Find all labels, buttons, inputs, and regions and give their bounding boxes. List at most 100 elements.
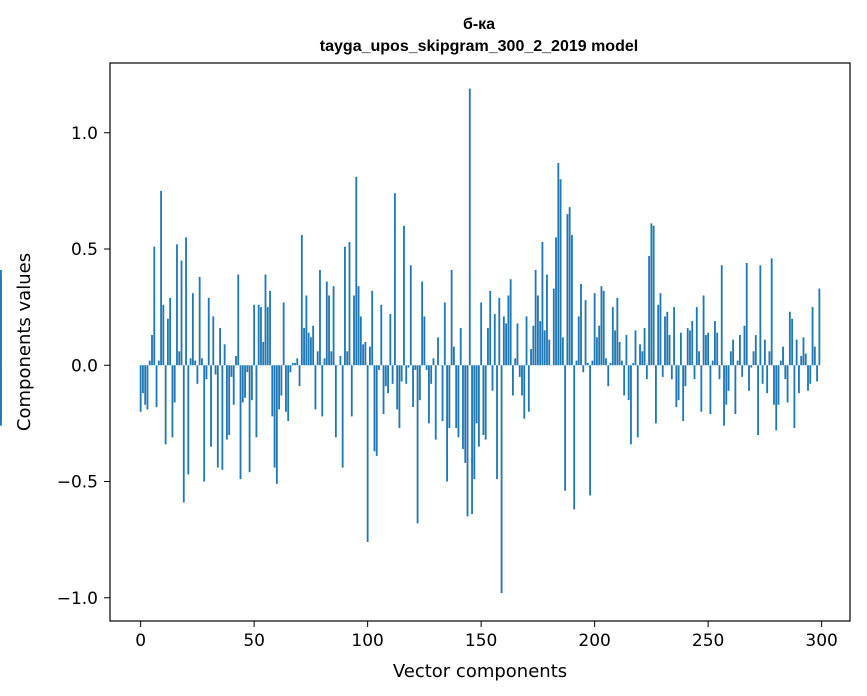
bar bbox=[763, 339, 766, 366]
bar bbox=[273, 365, 276, 468]
bar bbox=[573, 365, 576, 510]
bar bbox=[250, 365, 253, 401]
bar bbox=[813, 346, 816, 366]
bar bbox=[655, 365, 657, 424]
bar bbox=[625, 335, 628, 366]
bar bbox=[187, 365, 190, 475]
bar bbox=[380, 304, 383, 366]
bar bbox=[305, 295, 308, 366]
bar bbox=[246, 365, 249, 373]
bar bbox=[816, 365, 818, 382]
bar bbox=[679, 332, 682, 366]
bar bbox=[407, 365, 410, 368]
bar bbox=[804, 353, 807, 366]
bar bbox=[641, 351, 644, 366]
bar bbox=[675, 365, 678, 408]
bar bbox=[160, 190, 162, 366]
bar bbox=[157, 360, 160, 366]
bar bbox=[657, 304, 660, 366]
bar bbox=[561, 337, 564, 366]
bar bbox=[0, 269, 2, 366]
bar bbox=[477, 365, 480, 447]
bar bbox=[732, 339, 735, 366]
bar bbox=[287, 365, 290, 422]
bar bbox=[571, 235, 573, 366]
bar bbox=[196, 365, 199, 384]
bar bbox=[575, 360, 578, 366]
bar bbox=[698, 351, 700, 366]
bar bbox=[487, 328, 489, 366]
bar bbox=[228, 365, 231, 435]
bar bbox=[689, 330, 691, 366]
bar bbox=[770, 258, 773, 366]
bar bbox=[398, 365, 401, 429]
bar bbox=[468, 88, 471, 366]
bar bbox=[611, 307, 614, 366]
bar bbox=[530, 348, 532, 366]
bar bbox=[225, 365, 228, 440]
bar bbox=[500, 365, 503, 594]
bar bbox=[260, 307, 262, 366]
bar bbox=[341, 365, 344, 468]
bar bbox=[185, 237, 187, 366]
x-tick-label: 300 bbox=[805, 631, 837, 651]
bar bbox=[802, 337, 805, 366]
bar bbox=[443, 302, 446, 366]
bar bbox=[464, 365, 467, 463]
bar bbox=[235, 355, 237, 366]
bar bbox=[455, 365, 458, 429]
bar bbox=[198, 276, 201, 366]
bar bbox=[643, 328, 646, 366]
bar bbox=[784, 365, 787, 380]
bar bbox=[684, 365, 687, 387]
bar bbox=[364, 342, 367, 366]
bar bbox=[291, 362, 294, 366]
bar bbox=[598, 325, 601, 366]
bar bbox=[475, 365, 478, 424]
bar bbox=[589, 365, 591, 496]
bar bbox=[793, 365, 796, 429]
bar bbox=[452, 346, 455, 366]
bar bbox=[405, 365, 408, 384]
x-tick-label: 50 bbox=[243, 631, 265, 651]
x-tick-label: 0 bbox=[135, 631, 146, 651]
bar bbox=[648, 255, 651, 366]
bar bbox=[214, 365, 217, 375]
bar bbox=[462, 365, 464, 449]
bar bbox=[682, 365, 685, 422]
bar bbox=[752, 351, 755, 366]
bar bbox=[180, 260, 183, 366]
bar bbox=[371, 290, 374, 366]
bar bbox=[734, 365, 737, 415]
bar bbox=[389, 314, 392, 366]
bar bbox=[716, 332, 719, 366]
bar bbox=[668, 335, 671, 366]
bar bbox=[316, 351, 319, 366]
bar bbox=[548, 339, 551, 366]
bar bbox=[736, 360, 739, 366]
bar bbox=[148, 360, 151, 366]
bar bbox=[182, 365, 185, 503]
bar bbox=[239, 365, 242, 480]
bar bbox=[636, 365, 639, 438]
bar bbox=[387, 365, 389, 394]
bar bbox=[416, 365, 419, 524]
bar bbox=[403, 225, 405, 366]
bar bbox=[357, 286, 360, 366]
bar bbox=[393, 193, 396, 366]
bar bbox=[344, 246, 346, 366]
bar bbox=[761, 365, 764, 384]
bar bbox=[425, 365, 428, 370]
bar bbox=[773, 365, 775, 405]
bar bbox=[739, 335, 741, 366]
bar bbox=[400, 365, 403, 382]
bar bbox=[294, 362, 296, 366]
bar bbox=[296, 358, 299, 366]
bar bbox=[645, 365, 648, 380]
bar bbox=[314, 365, 317, 410]
bar bbox=[634, 330, 637, 366]
bar bbox=[714, 321, 716, 366]
bar bbox=[253, 304, 256, 366]
bar bbox=[584, 300, 587, 366]
bar bbox=[729, 351, 732, 366]
